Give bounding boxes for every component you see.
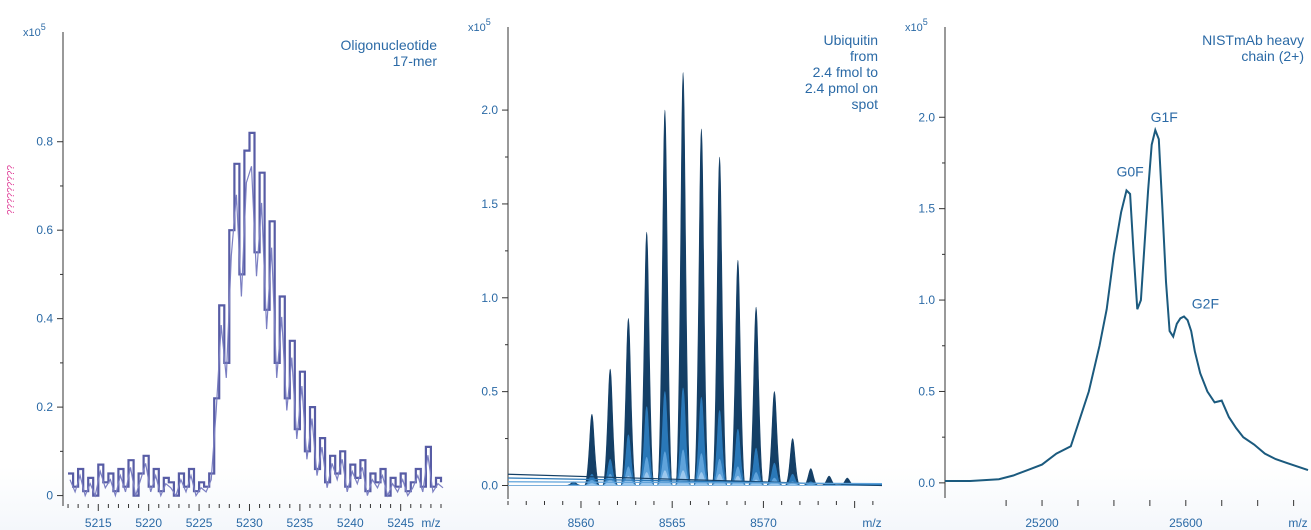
spectrum-trace-overlay — [69, 166, 444, 498]
x-axis-label: m/z — [421, 516, 440, 530]
x-axis-label: m/z — [862, 516, 881, 530]
x-tick-label: 5245 — [387, 516, 414, 530]
multiplier-exponent: 5 — [486, 17, 491, 27]
peak-annotation: G0F — [1116, 164, 1143, 180]
spectrum-trace — [945, 126, 1309, 482]
chart-title-line: 2.4 fmol to — [813, 64, 879, 80]
panel-background — [895, 0, 1311, 530]
chart-title-line: chain (2+) — [1241, 48, 1304, 64]
y-tick-label: 0.2 — [36, 400, 53, 414]
y-tick-label: 1.0 — [918, 293, 935, 307]
x-tick-label: 25200 — [1025, 516, 1059, 530]
multiplier-exponent: 5 — [923, 17, 928, 27]
y-tick-label: 1.5 — [481, 197, 498, 211]
chart-title-line: Ubiquitin — [824, 32, 878, 48]
y-tick-label: 0.4 — [36, 312, 53, 326]
panel-background — [455, 0, 895, 530]
chart-panel-1: x105 0 0.2 0.4 0.6 0.8 5215 5220 5225 5230 5235 524… — [23, 22, 444, 530]
y-tick-label: 0.5 — [481, 385, 498, 399]
figure-y-axis-label: ????????? — [6, 165, 17, 215]
chart-title-line: 2.4 pmol on — [805, 80, 878, 96]
chart-panel-2: x105 0.0 0.5 1.0 1.5 2.0 8560 8565 8570 m/z Ubiqui… — [468, 17, 883, 530]
spectrum-area-series-4 — [508, 470, 882, 486]
y-axis-multiplier: x105 — [905, 17, 928, 34]
x-tick-label: 5215 — [85, 516, 112, 530]
x-axis-label: m/z — [1288, 516, 1307, 530]
chart-panel-3: x105 0.0 0.5 1.0 1.5 2.0 25200 25600 m/z NISTmAb … — [905, 17, 1309, 530]
multiplier-base: x10 — [468, 22, 486, 34]
baseline-trace — [507, 481, 883, 485]
x-tick-label: 5225 — [186, 516, 213, 530]
chart-title-line: spot — [852, 96, 879, 112]
y-tick-label: 1.0 — [481, 291, 498, 305]
y-tick-label: 0.6 — [36, 223, 53, 237]
y-tick-label: 2.0 — [481, 103, 498, 117]
x-tick-label: 25600 — [1169, 516, 1203, 530]
y-tick-label: 2.0 — [918, 110, 935, 124]
x-tick-label: 5235 — [287, 516, 314, 530]
y-axis-multiplier: x105 — [468, 17, 491, 34]
y-tick-label: 0.8 — [36, 135, 53, 149]
x-tick-label: 8565 — [659, 516, 686, 530]
x-tick-label: 5220 — [135, 516, 162, 530]
chart-title-line: from — [850, 48, 878, 64]
peak-annotation: G1F — [1151, 109, 1178, 125]
y-axis-multiplier: x105 — [23, 22, 46, 39]
y-tick-label: 0.0 — [918, 476, 935, 490]
panel-background — [0, 0, 455, 530]
x-tick-label: 8570 — [750, 516, 777, 530]
chart-title-line: Oligonucleotide — [340, 37, 437, 53]
x-tick-label: 8560 — [568, 516, 595, 530]
spectrum-area-series-1 — [508, 72, 882, 486]
multiplier-base: x10 — [905, 22, 923, 34]
y-tick-label: 0.0 — [481, 478, 498, 492]
chart-title-line: 17-mer — [393, 53, 438, 69]
chart-title-line: NISTmAb heavy — [1202, 32, 1304, 48]
x-tick-label: 5230 — [236, 516, 263, 530]
peak-annotation: G2F — [1192, 295, 1219, 311]
spectrum-trace — [68, 131, 443, 497]
multiplier-base: x10 — [23, 27, 41, 39]
y-tick-label: 0.5 — [918, 384, 935, 398]
y-tick-label: 1.5 — [918, 202, 935, 216]
multiplier-exponent: 5 — [41, 22, 46, 32]
y-tick-label: 0 — [46, 489, 53, 503]
x-tick-label: 5240 — [337, 516, 364, 530]
